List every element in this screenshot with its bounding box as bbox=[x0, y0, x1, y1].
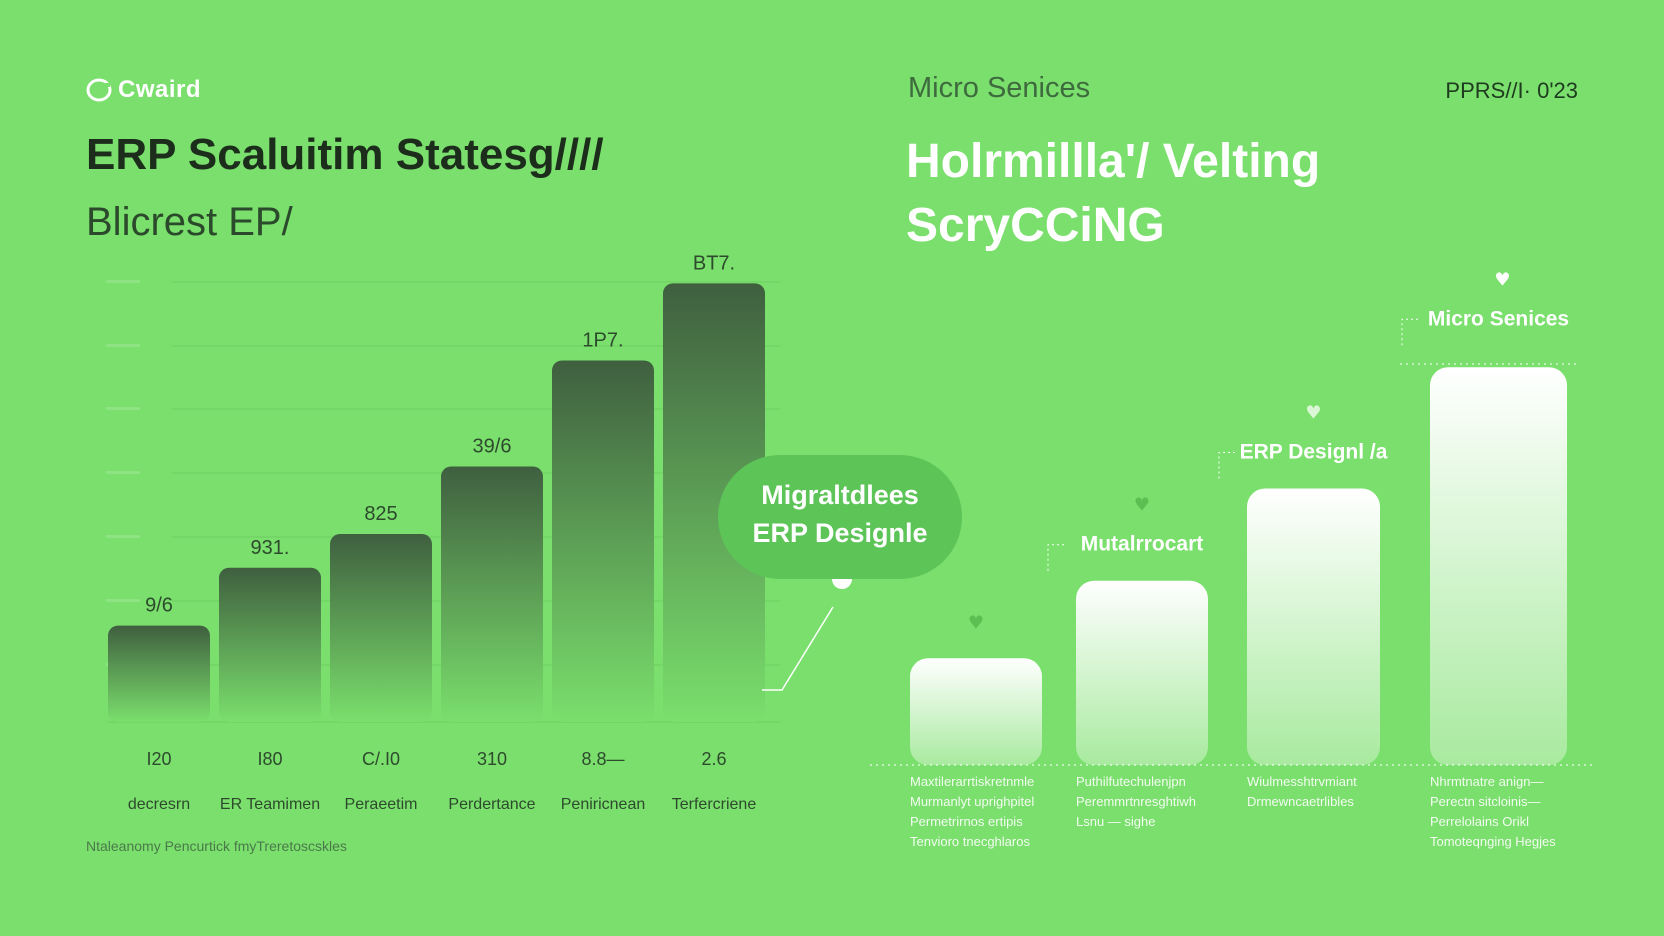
logo-icon bbox=[86, 78, 112, 102]
left-chart-title: ERP Scaluitim Statesg//// bbox=[86, 130, 604, 179]
y-tick-placeholder bbox=[106, 471, 140, 474]
category-label: Mutalrrocart bbox=[1081, 533, 1204, 556]
right-bar-chart: ♥ ♥ Mutalrrocart ♥ ERP Designl /a ♥ Micro Seni… bbox=[870, 269, 1596, 766]
heart-icon: ♥ bbox=[1305, 403, 1321, 424]
right-title-line2: ScryCCiNG bbox=[906, 199, 1165, 252]
data-label: 931. bbox=[251, 537, 290, 559]
bar bbox=[552, 360, 654, 722]
description-line: Perrelolains Orikl bbox=[1430, 814, 1529, 829]
y-tick-placeholder bbox=[106, 280, 140, 283]
bar bbox=[330, 534, 432, 722]
category-label: Terfercriene bbox=[672, 796, 757, 813]
bar-description: Puthilfutechulenjpn Peremmrtnresghtiwh Lsn… bbox=[1076, 772, 1196, 832]
data-label: 9/6 bbox=[145, 595, 173, 617]
leader-line bbox=[1047, 544, 1064, 571]
description-line: Wiulmesshtrvmiant bbox=[1247, 774, 1357, 789]
description-line: Drmewncaetrlibles bbox=[1247, 794, 1354, 809]
y-tick-placeholder bbox=[106, 535, 140, 538]
data-label: 1P7. bbox=[582, 330, 623, 352]
bar bbox=[108, 625, 210, 722]
callout-connector bbox=[762, 569, 852, 691]
bar bbox=[441, 466, 543, 722]
description-line: Tenvioro tnecghlaros bbox=[910, 834, 1030, 849]
right-title-line1: Holrmillla'/ Velting bbox=[906, 135, 1321, 188]
callout-line1: Migraltdlees bbox=[761, 480, 919, 510]
right-date: PPRS//I· 0'23 bbox=[1445, 78, 1578, 103]
bar bbox=[1247, 488, 1380, 765]
description-line: Maxtilerarrtiskretnmle bbox=[910, 774, 1035, 789]
bar bbox=[663, 283, 765, 722]
description-line: Permetrirnos ertipis bbox=[910, 814, 1023, 829]
right-chart-title: Holrmillla'/ Velting ScryCCiNG bbox=[906, 130, 1320, 258]
left-bar-chart: 9/6 I20 decresrn 931. I80 ER Teamimen 825 C/.I0… bbox=[106, 252, 780, 813]
tick-label: 8.8— bbox=[581, 749, 624, 769]
logo-text: Cwaird bbox=[118, 76, 202, 103]
bar bbox=[219, 567, 321, 722]
bar bbox=[910, 658, 1042, 765]
data-label: 825 bbox=[364, 503, 397, 525]
description-line: Perectn sitcloinis— bbox=[1430, 794, 1541, 809]
description-line: Nhrmtnatre anign— bbox=[1430, 774, 1544, 789]
bar-description: Wiulmesshtrvmiant Drmewncaetrlibles bbox=[1247, 772, 1357, 812]
category-label: ERP Designl /a bbox=[1240, 441, 1388, 464]
y-tick-placeholder bbox=[106, 407, 140, 410]
description-line: Puthilfutechulenjpn bbox=[1076, 774, 1186, 789]
y-tick-placeholder bbox=[106, 344, 140, 347]
tick-label: C/.I0 bbox=[362, 749, 400, 769]
heart-icon: ♥ bbox=[1134, 495, 1150, 516]
category-label: decresrn bbox=[128, 796, 190, 813]
tick-label: 310 bbox=[477, 749, 507, 769]
right-kicker: Micro Senices bbox=[908, 72, 1091, 104]
data-label: 39/6 bbox=[473, 436, 512, 458]
category-label: ER Teamimen bbox=[220, 796, 320, 813]
y-tick-placeholder bbox=[106, 599, 140, 602]
description-line: Peremmrtnresghtiwh bbox=[1076, 794, 1196, 809]
tick-label: 2.6 bbox=[701, 749, 726, 769]
bar bbox=[1430, 367, 1567, 765]
brand-logo: Cwaird bbox=[86, 76, 201, 104]
leader-line bbox=[1401, 318, 1418, 346]
description-line: Tomoteqnging Hegjes bbox=[1430, 834, 1556, 849]
bar-description: Maxtilerarrtiskretnmle Murmanlyt uprighpi… bbox=[910, 772, 1034, 852]
tick-label: I80 bbox=[257, 749, 282, 769]
category-label: Perdertance bbox=[448, 796, 535, 813]
category-label: Peniricnean bbox=[561, 796, 646, 813]
bar-description: Nhrmtnatre anign— Perectn sitcloinis— Perr… bbox=[1430, 772, 1556, 852]
leader-line bbox=[1218, 452, 1235, 479]
description-line: Murmanlyt uprighpitel bbox=[910, 794, 1035, 809]
category-label: Peraeetim bbox=[345, 796, 418, 813]
callout-text: Migraltdlees ERP Designle bbox=[718, 476, 962, 552]
left-chart-subtitle: Blicrest EP/ bbox=[86, 200, 293, 244]
heart-icon: ♥ bbox=[1494, 269, 1510, 290]
description-line: Lsnu — sighe bbox=[1076, 814, 1156, 829]
category-label: Micro Senices bbox=[1428, 307, 1569, 330]
footnote: Ntaleanomy Pencurtick fmyTreretoscskles bbox=[86, 838, 347, 854]
callout-line2: ERP Designle bbox=[752, 518, 928, 548]
data-label: BT7. bbox=[693, 252, 735, 274]
heart-icon: ♥ bbox=[968, 612, 984, 633]
bar bbox=[1076, 580, 1208, 765]
callout-bubble bbox=[718, 455, 962, 579]
tick-label: I20 bbox=[146, 749, 171, 769]
